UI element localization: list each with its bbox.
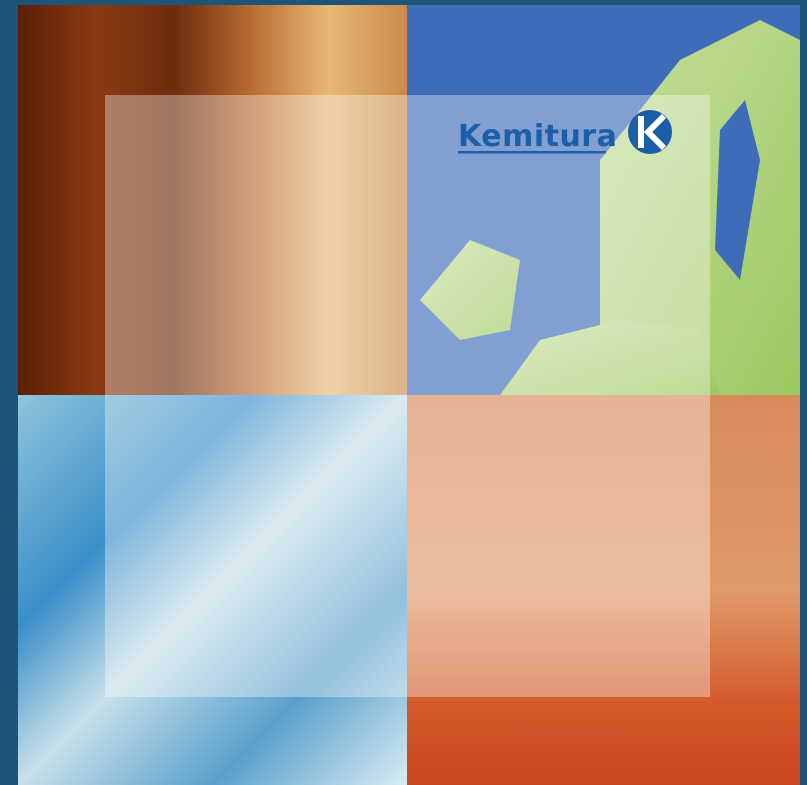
map-isles (420, 240, 520, 340)
brand-logo-k (638, 113, 667, 151)
overlay-panel (105, 95, 710, 697)
stone-photo (407, 395, 800, 785)
brand-underline (458, 151, 606, 154)
map-sea (715, 100, 760, 280)
water-photo (18, 395, 407, 785)
map-continent (500, 320, 720, 395)
brand-name: Kemitura (458, 119, 617, 154)
wood-photo (18, 5, 407, 395)
